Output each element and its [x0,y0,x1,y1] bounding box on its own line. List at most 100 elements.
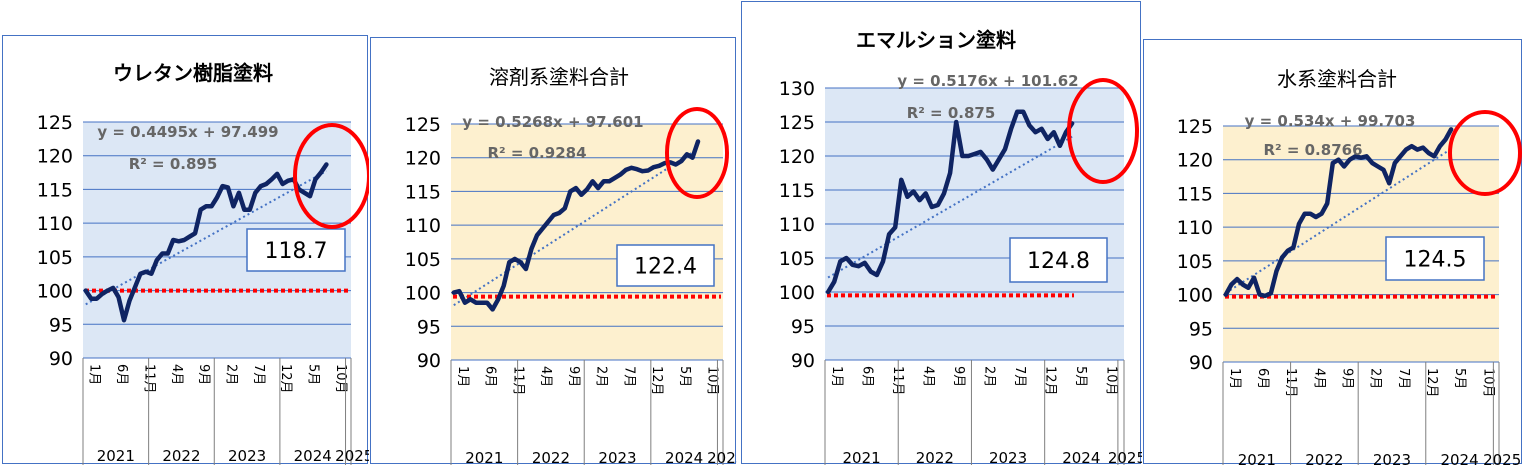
chart-title: 水系塗料合計 [1277,67,1397,91]
latest-value-box [1009,237,1108,283]
year-label: 2023 [598,449,636,465]
year-label: 2024 [1062,449,1100,465]
y-tick-label: 125 [779,112,815,134]
y-tick-label: 125 [37,112,73,134]
trend-line [453,148,699,307]
chart-title: ウレタン樹脂塗料 [113,61,273,85]
x-tick-label: 10月 [1104,366,1119,396]
latest-value: 122.4 [634,255,697,280]
y-tick-label: 110 [779,214,815,236]
chart-panel-emulsion: 130 125 120 115 110 105 100 95 90 1月 6月 11月 4月 9月 2月 7月… [741,1,1142,465]
chart-title: 溶剤系塗料合計 [489,65,629,89]
trend-r2: R² = 0.895 [129,155,218,173]
y-tick-label: 130 [779,78,815,100]
y-tick-label: 105 [405,249,441,271]
chart-panel-solvent: 125 120 115 110 105 100 95 90 1月 6月 11月 4月 9月 2月 7月 12月… [370,37,737,465]
year-label: 2025 [707,449,737,465]
trend-line [827,135,1073,279]
x-tick-label: 5月 [306,364,321,385]
x-tick-label: 4月 [538,366,553,387]
y-tick-label: 95 [1189,318,1213,340]
y-tick-label: 120 [1177,150,1213,172]
y-tick-label: 100 [37,281,73,303]
chart-svg: 130 125 120 115 110 105 100 95 90 1月 6月 11月 4月 9月 2月 7月… [779,28,1142,465]
x-tick-label: 10月 [1480,368,1495,398]
year-label: 2022 [162,447,200,465]
series-line [83,162,329,323]
y-tick-label: 110 [37,213,73,235]
x-tick-label: 7月 [1012,366,1027,387]
year-label: 2024 [1440,451,1478,465]
y-tick-label: 115 [779,180,815,202]
x-tick-label: 6月 [1255,368,1270,389]
x-tick-label: 2月 [223,364,238,385]
x-tick-label: 9月 [566,366,581,387]
x-tick-label: 12月 [1424,368,1439,398]
y-tick-label: 125 [405,114,441,136]
trend-line [85,170,327,306]
highlight-circle [1448,110,1522,196]
y-tick-label: 100 [405,283,441,305]
y-tick-label: 105 [1177,251,1213,273]
year-label: 2021 [97,447,135,465]
year-label: 2025 [1108,449,1142,465]
x-tick-label: 2月 [594,366,609,387]
x-tick-label: 6月 [860,366,875,387]
year-label: 2024 [294,447,332,465]
latest-value-box [1385,236,1485,281]
x-tick-label: 12月 [1043,366,1058,396]
y-tick-label: 90 [49,348,73,370]
trend-r2: R² = 0.8766 [1263,141,1362,159]
latest-value: 124.5 [1404,248,1467,273]
y-tick-label: 105 [779,248,815,270]
chart-panel-water: 125 120 115 110 105 100 95 90 1月 6月 11月 4月 9月 2月 7月 12月… [1143,39,1522,465]
latest-value-box [616,244,715,287]
y-tick-label: 100 [779,282,815,304]
y-tick-label: 120 [405,148,441,170]
y-tick-label: 115 [37,179,73,201]
highlight-circle [665,107,729,199]
x-tick-label: 4月 [921,366,936,387]
y-tick-label: 90 [791,350,815,372]
x-tick-label: 10月 [333,364,348,394]
y-tick-label: 110 [405,215,441,237]
year-label: 2025 [335,447,369,465]
latest-value-box [246,228,346,272]
x-tick-label: 10月 [705,366,720,396]
series-line [1223,127,1454,299]
year-label: 2022 [532,449,570,465]
highlight-circle [1067,78,1139,184]
y-tick-label: 95 [791,316,815,338]
year-label: 2021 [465,449,503,465]
y-tick-label: 115 [405,181,441,203]
year-label: 2022 [916,449,954,465]
x-tick-label: 4月 [1311,368,1326,389]
year-label: 2021 [843,449,881,465]
x-tick-label: 7月 [621,366,636,387]
series-line [451,139,701,312]
x-tick-label: 5月 [677,366,692,387]
x-tick-label: 6月 [114,364,129,385]
chart-title: エマルション塗料 [856,28,1016,52]
x-tick-label: 1月 [1227,368,1242,389]
x-tick-label: 2月 [982,366,997,387]
y-tick-label: 115 [1177,183,1213,205]
x-tick-label: 9月 [1339,368,1354,389]
x-tick-label: 1月 [455,366,470,387]
year-label: 2023 [989,449,1027,465]
trend-equation: y = 0.5176x + 101.62 [897,72,1078,90]
y-tick-label: 95 [49,314,73,336]
x-tick-label: 1月 [87,364,102,385]
y-tick-label: 95 [417,316,441,338]
x-tick-label: 12月 [278,364,293,394]
latest-value: 118.7 [265,239,328,264]
x-tick-label: 7月 [1396,368,1411,389]
highlight-circle [293,123,369,229]
year-label: 2024 [665,449,703,465]
x-tick-label: 9月 [196,364,211,385]
y-tick-label: 90 [417,350,441,372]
